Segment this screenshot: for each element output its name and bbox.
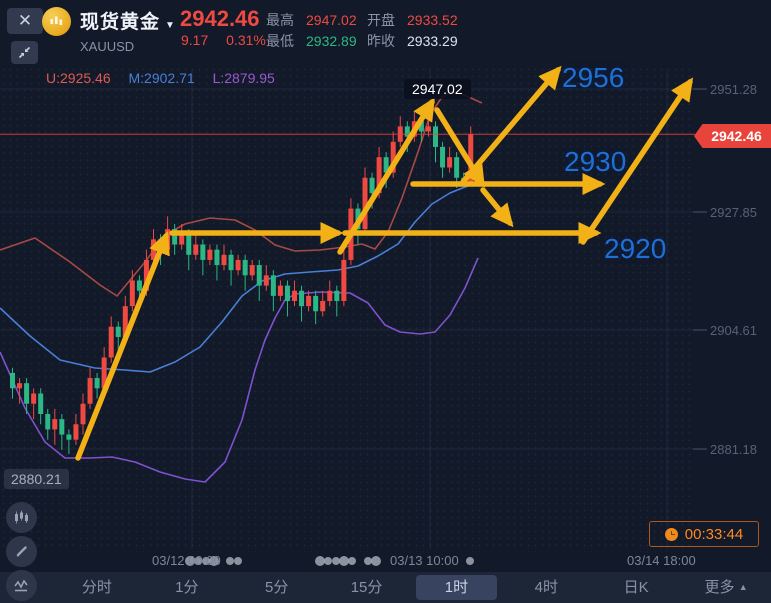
candles-layer [10, 110, 474, 455]
price-change: 9.17 0.31% [181, 32, 280, 48]
tab-4hour[interactable]: 4时 [534, 579, 558, 596]
symbol-selector[interactable]: 现货黄金 ▼ XAUUSD [80, 7, 175, 54]
tab-1min[interactable]: 1分 [175, 579, 199, 596]
close-icon: ✕ [17, 11, 33, 30]
boll-middle-value: M:2902.71 [128, 70, 195, 86]
chart-style-button[interactable] [6, 502, 37, 533]
clock-icon [664, 527, 678, 541]
boll-lower-value: L:2879.95 [212, 70, 275, 86]
countdown-value: 00:33:44 [684, 525, 744, 543]
last-price: 2942.46 [180, 6, 260, 31]
chevron-down-icon: ▼ [165, 20, 175, 31]
gold-coin-icon [42, 7, 71, 36]
tab-timeshare[interactable]: 分时 [81, 579, 112, 596]
close-button[interactable]: ✕ [7, 8, 43, 34]
tab-5min[interactable]: 5分 [265, 579, 289, 596]
stat-open: 开盘 2933.52 [367, 12, 458, 28]
candlestick-icon [15, 510, 28, 524]
annotation-arrows-layer [75, 65, 694, 461]
tab-1hour-selected[interactable]: 1时 [415, 575, 498, 600]
y-axis-label: 2881.18 [710, 442, 757, 457]
y-axis-label: 2951.28 [710, 82, 757, 97]
axis-dots-layer [185, 556, 474, 566]
y-axis-label: 2927.85 [710, 205, 757, 220]
timeframe-toolbar: 分时 1分 5分 15分 1时 4时 日K 更多 ▲ [0, 572, 771, 603]
low-price-tooltip: 2880.21 [4, 469, 69, 489]
drawing-tool-button[interactable] [6, 536, 37, 567]
grid-layer [0, 70, 707, 549]
boll-upper-value: U:2925.46 [46, 70, 111, 86]
collapse-arrows-icon [18, 46, 31, 59]
x-axis-label: 03/12 00:00 [152, 553, 221, 568]
x-axis-label: 03/13 10:00 [390, 553, 459, 568]
stat-high: 最高 2947.02 [266, 12, 357, 28]
tab-more[interactable]: 更多 ▲ [704, 579, 748, 596]
change-percent: 0.31% [226, 32, 266, 48]
bollinger-bands-layer [0, 91, 483, 483]
candle-countdown-timer: 00:33:44 [649, 521, 759, 547]
current-price-tag: 2942.46 [694, 124, 771, 148]
symbol-name: 现货黄金 [80, 12, 161, 33]
pencil-icon [16, 546, 27, 557]
tab-daily[interactable]: 日K [623, 579, 649, 596]
indicator-button[interactable] [6, 570, 37, 601]
stat-prev-close: 昨收 2933.29 [367, 33, 458, 49]
tab-15min[interactable]: 15分 [350, 579, 383, 596]
target-price-2956: 2956 [562, 62, 625, 93]
change-value: 9.17 [181, 32, 209, 48]
collapse-chart-button[interactable] [11, 41, 38, 64]
triangle-up-icon: ▲ [738, 582, 748, 592]
high-price-tooltip: 2947.02 [404, 79, 471, 99]
target-price-2930: 2930 [564, 146, 627, 177]
bollinger-values: U:2925.46 M:2902.71 L:2879.95 [46, 70, 289, 86]
y-axis-label: 2904.61 [710, 323, 757, 338]
stat-low: 最低 2932.89 [266, 33, 357, 49]
target-price-2920: 2920 [604, 233, 667, 264]
symbol-code: XAUUSD [80, 39, 135, 54]
x-axis-label: 03/14 18:00 [627, 553, 696, 568]
line-chart-icon [14, 579, 28, 592]
